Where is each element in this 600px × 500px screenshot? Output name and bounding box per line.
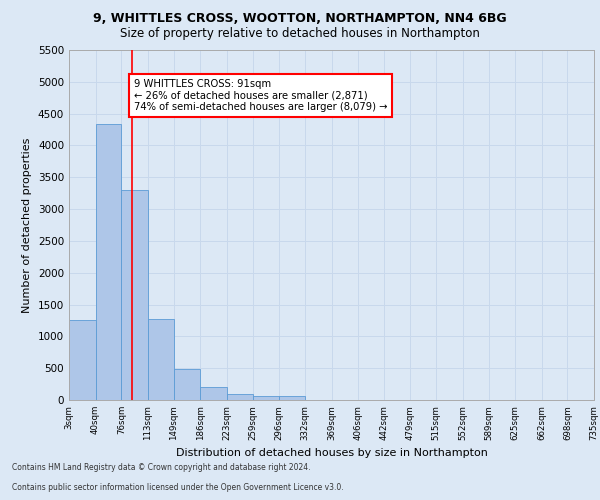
Bar <box>174 370 200 400</box>
Text: Contains HM Land Registry data © Crown copyright and database right 2024.: Contains HM Land Registry data © Crown c… <box>12 464 311 472</box>
Bar <box>95 124 121 400</box>
Text: Size of property relative to detached houses in Northampton: Size of property relative to detached ho… <box>120 28 480 40</box>
Bar <box>227 394 253 400</box>
Bar <box>200 386 227 400</box>
Bar <box>279 396 305 400</box>
Y-axis label: Number of detached properties: Number of detached properties <box>22 138 32 312</box>
Text: 9 WHITTLES CROSS: 91sqm
← 26% of detached houses are smaller (2,871)
74% of semi: 9 WHITTLES CROSS: 91sqm ← 26% of detache… <box>134 78 387 112</box>
Text: 9, WHITTLES CROSS, WOOTTON, NORTHAMPTON, NN4 6BG: 9, WHITTLES CROSS, WOOTTON, NORTHAMPTON,… <box>93 12 507 26</box>
Bar <box>253 396 279 400</box>
Text: Contains public sector information licensed under the Open Government Licence v3: Contains public sector information licen… <box>12 484 344 492</box>
Bar <box>148 318 174 400</box>
Bar <box>121 190 148 400</box>
Bar <box>69 320 95 400</box>
X-axis label: Distribution of detached houses by size in Northampton: Distribution of detached houses by size … <box>176 448 487 458</box>
